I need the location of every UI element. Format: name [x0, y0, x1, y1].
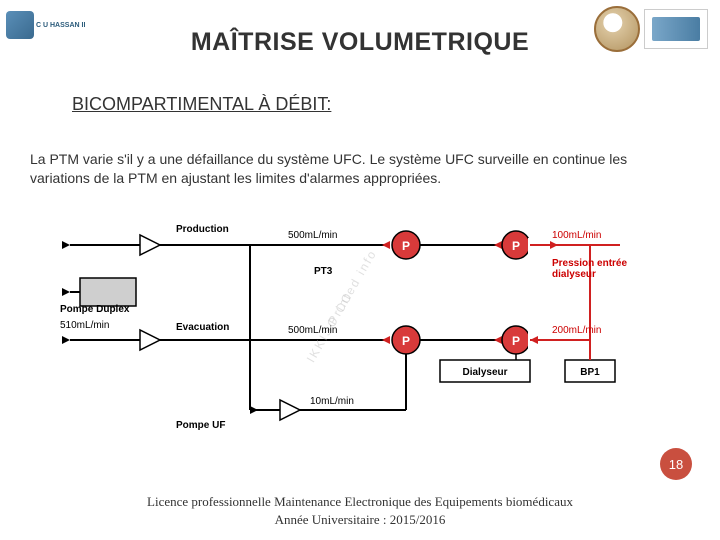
svg-text:Dialyseur: Dialyseur: [462, 367, 507, 378]
label-entry-flow: 100mL/min: [552, 230, 601, 241]
footer-line-2: Année Universitaire : 2015/2016: [0, 512, 720, 528]
label-pt3: PT3: [314, 266, 332, 277]
svg-text:BP1: BP1: [580, 367, 600, 378]
label-exit-flow: 200mL/min: [552, 325, 601, 336]
page-number-badge: 18: [660, 448, 692, 480]
label-pompe-duplex: Pompe Duplex: [60, 304, 129, 315]
footer-line-1: Licence professionnelle Maintenance Elec…: [0, 494, 720, 510]
slide-title: MAÎTRISE VOLUMETRIQUE: [0, 28, 720, 57]
slide-subtitle: BICOMPARTIMENTAL À DÉBIT:: [72, 94, 331, 115]
label-evacuation: Evacuation: [176, 322, 229, 333]
label-flow-prod: 500mL/min: [288, 230, 337, 241]
label-pompe-uf: Pompe UF: [176, 420, 225, 431]
label-flow-evac: 500mL/min: [288, 325, 337, 336]
slide-body-text: La PTM varie s'il y a une défaillance du…: [30, 150, 690, 188]
label-production: Production: [176, 224, 229, 235]
label-entry-text: Pression entrée dialyseur: [552, 258, 642, 280]
label-flow-duplex: 510mL/min: [60, 320, 109, 331]
ufc-diagram: P P P P: [60, 210, 660, 444]
label-flow-uf: 10mL/min: [310, 396, 354, 407]
